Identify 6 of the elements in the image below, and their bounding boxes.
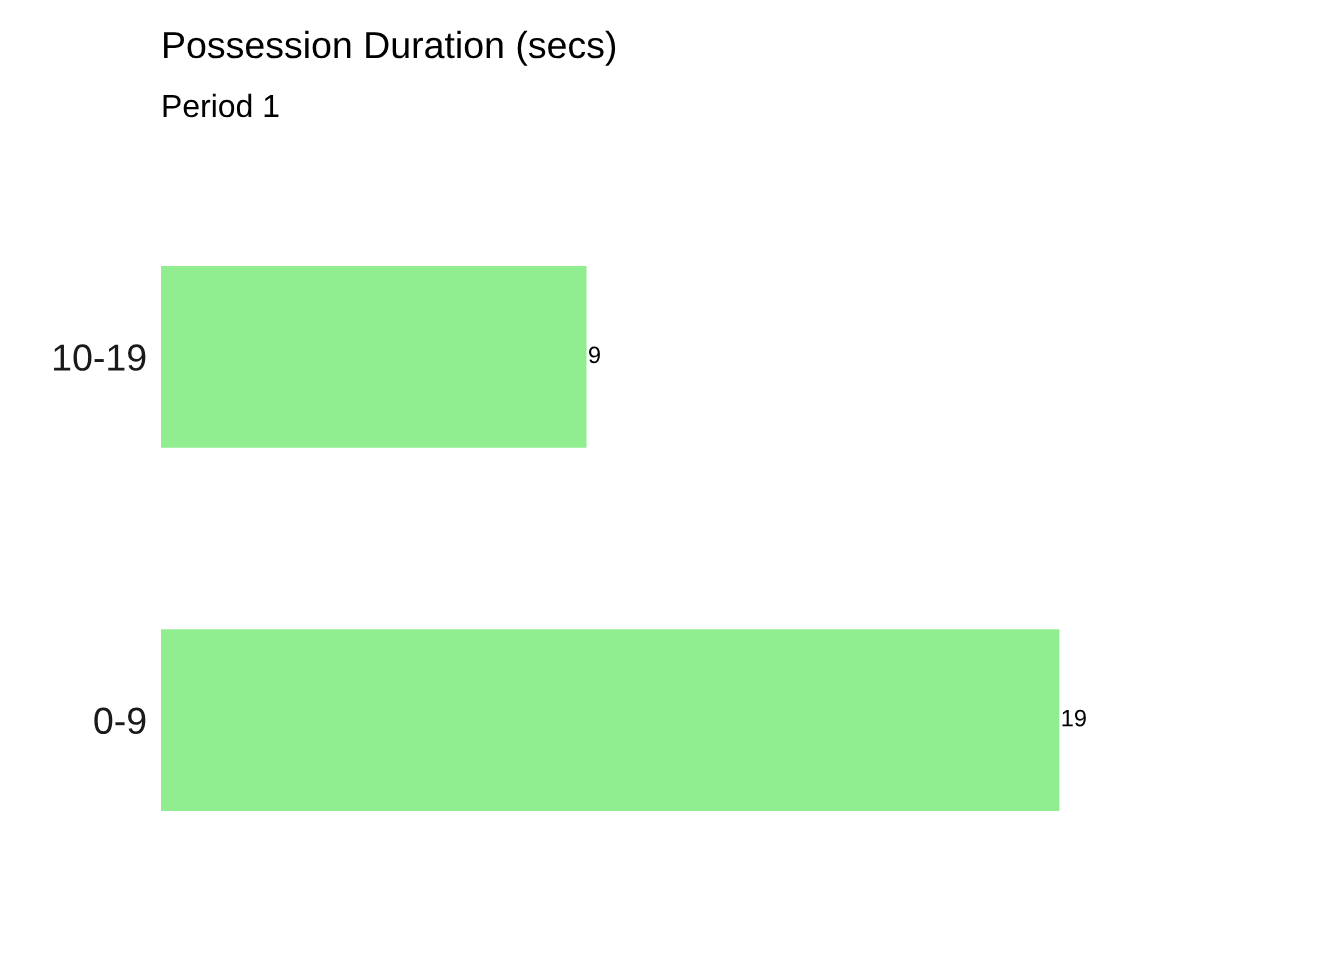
chart-subtitle: Period 1	[163, 93, 279, 118]
y-tick-label: 0-9	[94, 707, 146, 735]
chart-title: Possession Duration (secs)	[164, 30, 616, 66]
y-tick-label: 10-19	[54, 344, 146, 371]
data-label: 19	[1062, 709, 1086, 727]
data-label: 9	[589, 346, 600, 364]
